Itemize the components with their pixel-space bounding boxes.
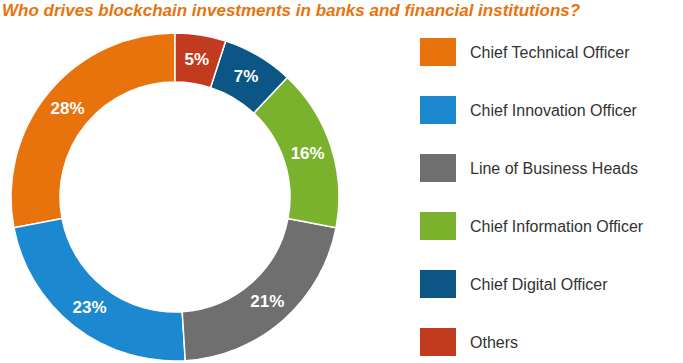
legend-swatch (420, 96, 456, 124)
legend-swatch (420, 270, 456, 298)
data-label: 7% (234, 67, 259, 86)
data-labels: 28% 23% 21% 16% 7% 5% (50, 50, 324, 317)
data-label: 5% (185, 50, 210, 69)
legend-label: Chief Innovation Officer (470, 102, 638, 119)
slice (182, 219, 336, 361)
legend-label: Others (470, 334, 518, 351)
legend-label: Chief Information Officer (470, 218, 644, 235)
legend-item: Others (420, 328, 518, 356)
legend-item: Chief Innovation Officer (420, 96, 638, 124)
legend-item: Line of Business Heads (420, 154, 638, 182)
data-label: 28% (50, 99, 84, 118)
legend: Chief Technical Officer Chief Innovation … (420, 38, 644, 356)
slice (11, 33, 175, 228)
legend-item: Chief Digital Officer (420, 270, 608, 298)
legend-swatch (420, 212, 456, 240)
legend-label: Line of Business Heads (470, 160, 638, 177)
legend-swatch (420, 154, 456, 182)
data-label: 21% (250, 292, 284, 311)
legend-item: Chief Information Officer (420, 212, 644, 240)
legend-swatch (420, 38, 456, 66)
donut (11, 33, 339, 361)
slice (175, 33, 226, 88)
chart: Who drives blockchain investments in ban… (0, 0, 683, 363)
legend-label: Chief Digital Officer (470, 276, 608, 293)
slice (14, 219, 185, 361)
legend-swatch (420, 328, 456, 356)
title: Who drives blockchain investments in ban… (2, 1, 581, 20)
legend-label: Chief Technical Officer (470, 44, 630, 61)
data-label: 23% (72, 298, 106, 317)
data-label: 16% (291, 144, 325, 163)
legend-item: Chief Technical Officer (420, 38, 630, 66)
